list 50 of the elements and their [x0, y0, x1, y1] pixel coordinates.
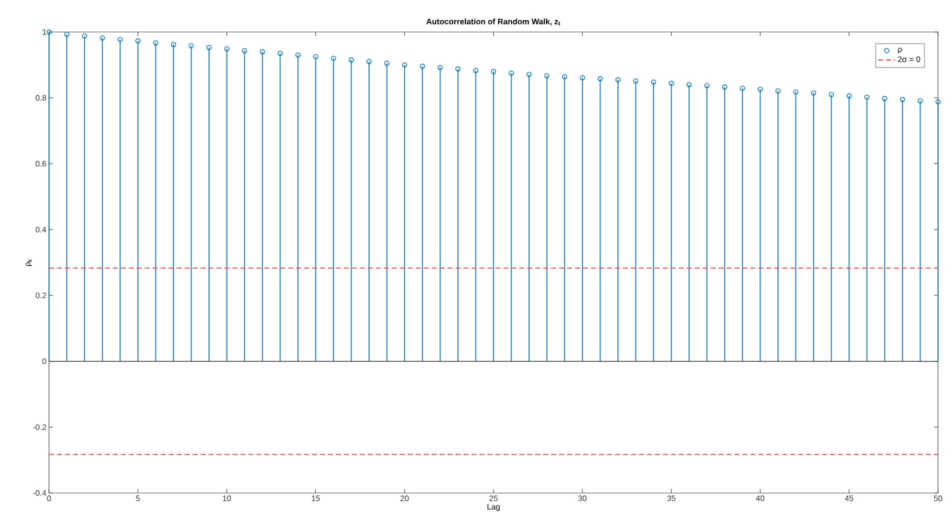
point	[740, 86, 746, 91]
point	[402, 62, 408, 68]
point	[686, 82, 692, 88]
point	[46, 29, 52, 35]
point	[882, 96, 888, 102]
point	[473, 68, 478, 74]
point	[153, 40, 158, 46]
point	[668, 80, 674, 86]
point	[864, 94, 870, 100]
point	[295, 52, 301, 58]
point	[526, 72, 532, 78]
point	[490, 68, 496, 74]
point	[366, 59, 372, 64]
point	[118, 36, 123, 42]
point	[313, 54, 318, 60]
point	[580, 75, 585, 80]
point	[598, 76, 603, 82]
point	[562, 74, 568, 80]
point	[793, 89, 798, 95]
point	[508, 70, 514, 76]
point	[242, 48, 248, 54]
point	[455, 66, 461, 72]
point	[722, 84, 728, 90]
point	[775, 88, 781, 94]
point	[704, 83, 710, 88]
point	[82, 33, 88, 39]
point	[188, 43, 194, 48]
point	[544, 73, 550, 78]
point	[384, 60, 390, 66]
point	[206, 44, 212, 50]
point	[918, 98, 923, 104]
point	[810, 90, 816, 96]
point	[260, 49, 265, 54]
point	[420, 64, 425, 69]
point	[828, 92, 834, 98]
point	[846, 93, 852, 98]
point	[135, 38, 140, 44]
point	[758, 86, 763, 92]
point	[100, 35, 105, 41]
point	[348, 57, 354, 63]
point	[633, 78, 638, 84]
point	[278, 50, 283, 56]
point	[900, 96, 906, 102]
point	[64, 32, 70, 37]
point	[224, 46, 230, 52]
point	[615, 77, 621, 82]
point	[330, 56, 336, 61]
point	[170, 42, 176, 48]
point	[650, 79, 656, 85]
point	[438, 64, 443, 70]
